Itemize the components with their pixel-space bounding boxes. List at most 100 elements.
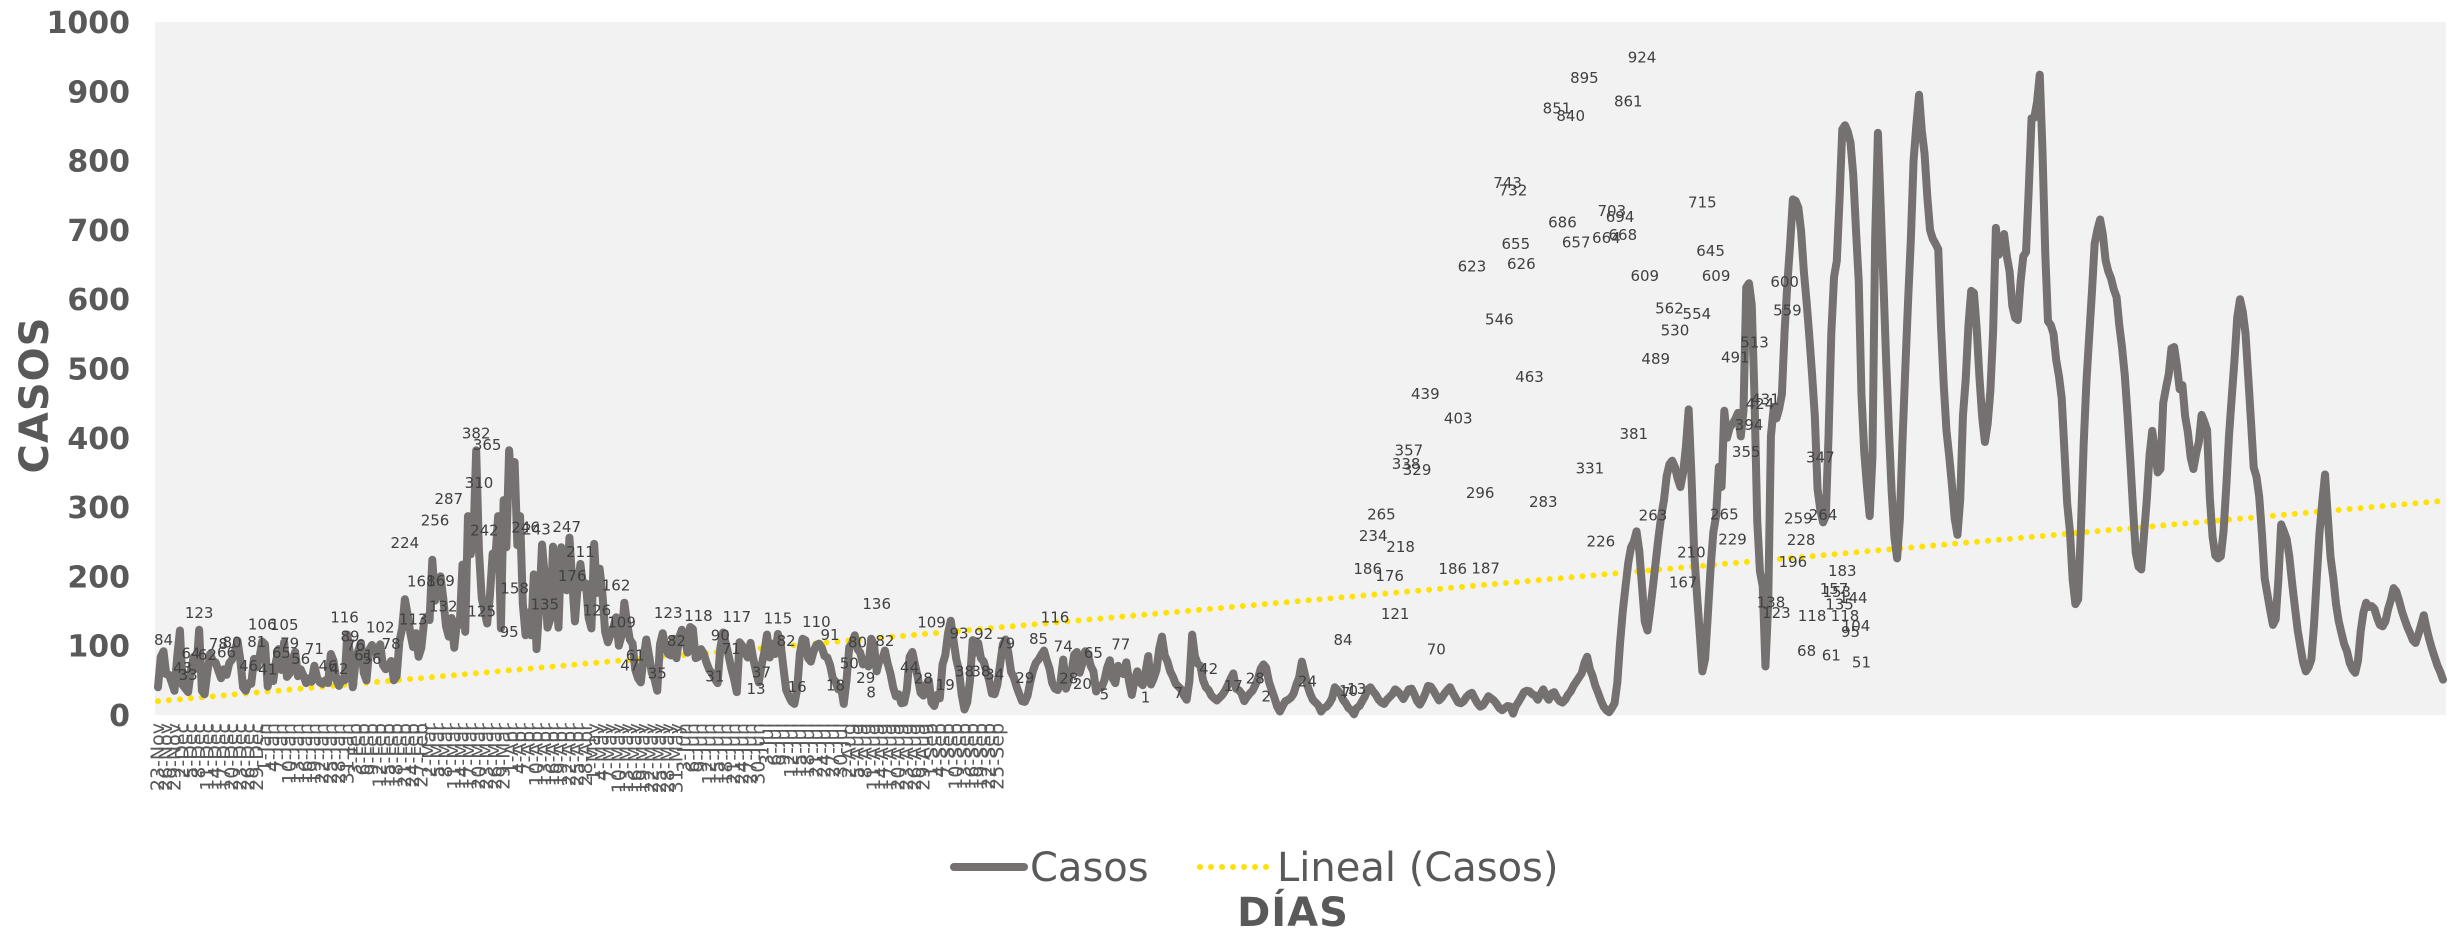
data-label: 310 xyxy=(465,474,494,492)
x-tick-label: 25-Sep xyxy=(986,723,1008,790)
data-label: 91 xyxy=(821,626,840,644)
data-label: 840 xyxy=(1556,107,1585,125)
x-tick-label: 4-Jan xyxy=(262,723,284,772)
data-label: 664 xyxy=(1592,229,1621,247)
data-label: 34 xyxy=(985,665,1004,683)
data-label: 121 xyxy=(1381,605,1410,623)
data-label: 167 xyxy=(1669,573,1698,591)
x-tick-label: 29-Aug xyxy=(912,723,934,791)
data-label: 80 xyxy=(848,634,867,652)
data-label: 394 xyxy=(1735,416,1764,434)
data-label: 329 xyxy=(1403,461,1432,479)
x-tick-label: 19-Apr xyxy=(550,723,572,787)
data-label: 8 xyxy=(866,683,876,701)
data-label: 259 xyxy=(1784,510,1813,528)
data-label: 79 xyxy=(280,634,299,652)
data-label: 29 xyxy=(1015,669,1034,687)
x-tick-label: 18-Jun xyxy=(715,723,737,785)
data-label: 144 xyxy=(1839,589,1868,607)
x-tick-label: 17-Mar xyxy=(460,723,482,790)
data-label: 29 xyxy=(856,669,875,687)
x-tick-label: 6-Jun xyxy=(682,723,704,773)
data-label: 645 xyxy=(1696,242,1725,260)
data-label: 46 xyxy=(319,657,338,675)
data-label: 559 xyxy=(1773,302,1802,320)
data-label: 715 xyxy=(1688,194,1717,212)
x-tick-label: 12-Jun xyxy=(698,723,720,785)
data-label: 123 xyxy=(185,604,214,622)
data-label: 82 xyxy=(777,632,796,650)
y-tick-label: 600 xyxy=(67,283,130,318)
x-tick-label: 23-Nov xyxy=(147,723,169,791)
x-tick-label: 2-Aug xyxy=(838,723,860,779)
data-label: 105 xyxy=(270,616,299,634)
legend: Casos Lineal (Casos) xyxy=(950,845,1559,891)
y-axis-title: CASOS xyxy=(12,317,58,474)
x-tick-label: 21-Jun xyxy=(723,723,745,785)
y-tick-label: 0 xyxy=(109,699,130,734)
x-tick-label: 24-Jun xyxy=(731,723,753,785)
data-label: 246 xyxy=(511,519,540,537)
data-label: 113 xyxy=(399,611,428,629)
data-label: 186 xyxy=(1353,560,1382,578)
x-tick-label: 4-Sep xyxy=(929,723,951,778)
data-label: 365 xyxy=(473,436,502,454)
data-label: 61 xyxy=(354,647,373,665)
x-tick-label: 15-Jun xyxy=(707,723,729,785)
data-label: 116 xyxy=(330,609,359,627)
x-tick-label: 29-Dec xyxy=(246,723,268,791)
data-label: 35 xyxy=(648,665,667,683)
x-tick-label: 27-Feb xyxy=(410,723,432,788)
legend-label-casos: Casos xyxy=(1030,845,1149,891)
data-label: 694 xyxy=(1606,208,1635,226)
x-tick-label: 22-May xyxy=(641,723,663,793)
x-tick-label: 25-Apr xyxy=(567,723,589,787)
x-tick-label: 19-Jan xyxy=(303,723,325,784)
data-label: 491 xyxy=(1721,349,1750,367)
x-tick-label: 30-Jun xyxy=(748,723,770,785)
series-layer xyxy=(154,70,2447,719)
y-tick-label: 300 xyxy=(67,491,130,526)
x-tick-label: 31-Jan xyxy=(336,723,358,784)
y-tick-label: 900 xyxy=(67,75,130,110)
data-label: 609 xyxy=(1630,267,1659,285)
x-tick-label: 13-Sep xyxy=(953,723,975,790)
x-tick-label: 14-Dec xyxy=(205,723,227,791)
data-label: 296 xyxy=(1466,484,1495,502)
data-label: 95 xyxy=(500,623,519,641)
data-label: 118 xyxy=(684,607,713,625)
x-tick-label: 16-May xyxy=(624,723,646,793)
x-tick-label: 24-Feb xyxy=(402,723,424,788)
data-label: 18 xyxy=(826,677,845,695)
x-tick-label: 11-Dec xyxy=(196,723,218,791)
data-label: 355 xyxy=(1732,443,1761,461)
data-label: 247 xyxy=(552,518,581,536)
x-tick-label: 10-Sep xyxy=(945,723,967,790)
data-label: 463 xyxy=(1515,368,1544,386)
data-label: 732 xyxy=(1499,182,1528,200)
x-tick-label: 3-Feb xyxy=(345,723,367,776)
data-label: 424 xyxy=(1746,395,1775,413)
y-tick-label: 100 xyxy=(67,630,130,665)
data-label: 71 xyxy=(305,640,324,658)
data-label: 95 xyxy=(1841,623,1860,641)
x-tick-label: 28-May xyxy=(657,723,679,793)
data-label: 68 xyxy=(1797,642,1816,660)
data-label: 2 xyxy=(1261,688,1271,706)
data-label: 92 xyxy=(974,625,993,643)
x-tick-label: 7-May xyxy=(600,723,622,781)
x-tick-label: 4-May xyxy=(591,723,613,781)
data-label: 196 xyxy=(1779,553,1808,571)
data-label: 109 xyxy=(917,613,946,631)
data-label: 81 xyxy=(247,633,266,651)
data-label: 655 xyxy=(1502,235,1531,253)
data-label: 77 xyxy=(1111,636,1130,654)
data-label: 13 xyxy=(1347,680,1366,698)
legend-label-lineal: Lineal (Casos) xyxy=(1277,845,1559,891)
data-label: 686 xyxy=(1548,214,1577,232)
data-label: 80 xyxy=(223,634,242,652)
x-tick-label: 1-May xyxy=(583,723,605,781)
data-label: 657 xyxy=(1562,234,1591,252)
data-label: 118 xyxy=(1798,607,1827,625)
